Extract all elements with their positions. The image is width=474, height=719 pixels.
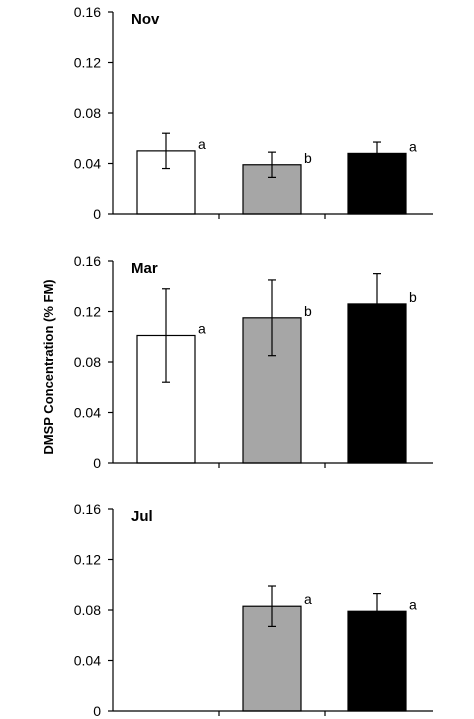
y-tick-label: 0 [93,206,101,222]
y-tick-label: 0.16 [74,253,101,269]
significance-label: b [304,150,312,166]
y-tick-label: 0.08 [74,354,101,370]
y-tick-label: 0.16 [74,4,101,20]
y-tick-label: 0.04 [74,653,101,669]
significance-label: b [304,303,312,319]
y-tick-label: 0.04 [74,156,101,172]
y-tick-label: 0.08 [74,105,101,121]
significance-label: a [198,320,206,336]
panel-0: a b a 0 0.04 0.08 0.12 0.16 Nov [74,4,433,222]
panel-title: Mar [131,260,158,277]
y-tick-label: 0.08 [74,602,101,618]
panel-title: Nov [131,11,160,28]
panels: a b a 0 0.04 0.08 0.12 0.16 Nov a b b 0 0.04 0.08 0.12 0… [74,4,433,719]
panel-2: a a 0 0.04 0.08 0.12 0.16 Jul [74,501,433,719]
significance-label: a [409,138,417,154]
y-tick-label: 0 [93,703,101,719]
significance-label: a [304,591,312,607]
significance-label: a [198,136,206,152]
significance-label: a [409,596,417,612]
significance-label: b [409,289,417,305]
y-tick-label: 0.12 [74,552,101,568]
panel-title: Jul [131,508,153,525]
bar [347,610,407,712]
y-tick-label: 0.12 [74,55,101,71]
y-tick-label: 0.12 [74,304,101,320]
y-axis-title: DMSP Concentration (% FM) [41,279,56,454]
y-tick-label: 0.16 [74,501,101,517]
y-tick-label: 0 [93,455,101,471]
y-tick-label: 0.04 [74,405,101,421]
panel-1: a b b 0 0.04 0.08 0.12 0.16 Mar [74,253,433,471]
